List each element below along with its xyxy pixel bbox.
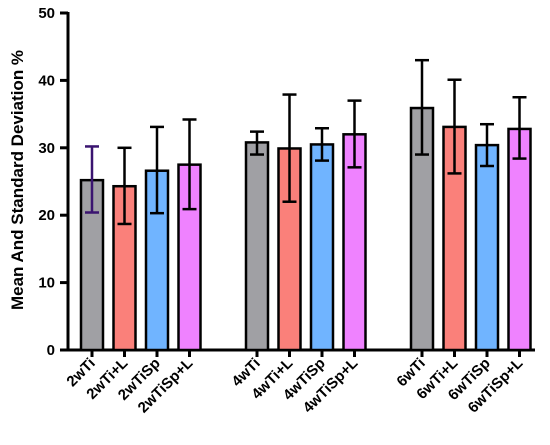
y-axis-title: Mean And Standard Deviation % [8,50,27,310]
error-bar-2wTi+L [117,146,132,226]
error-bar-2wTiSp+L [182,118,197,211]
bars-layer [79,106,532,352]
error-bar-6wTiSp [480,122,494,168]
error-bar-4wTiSp+L [347,99,362,169]
bar-6wTiSp [474,143,500,352]
error-bar-4wTi [250,130,264,156]
error-bar-2wTi [85,145,99,214]
error-bar-6wTi [415,58,429,156]
error-bar-6wTiSp+L [512,96,527,160]
y-tick-label: 0 [47,342,55,359]
y-ticks-layer: 0 10 20 30 40 50 [38,5,68,359]
bar-4wTiSp [309,143,335,352]
y-tick-label: 30 [38,140,55,157]
y-tick-label: 10 [38,275,55,292]
error-bar-6wTi+L [447,78,462,175]
bar-4wTi [244,141,270,352]
y-tick-label: 40 [38,72,55,89]
error-bar-4wTi+L [282,93,297,203]
bar-6wTiSp+L [507,127,532,352]
y-tick-label: 50 [38,5,55,22]
error-bars-layer [85,58,527,226]
y-tick-label: 20 [38,207,55,224]
error-bar-2wTiSp [150,125,164,215]
error-bar-4wTiSp [315,127,329,162]
